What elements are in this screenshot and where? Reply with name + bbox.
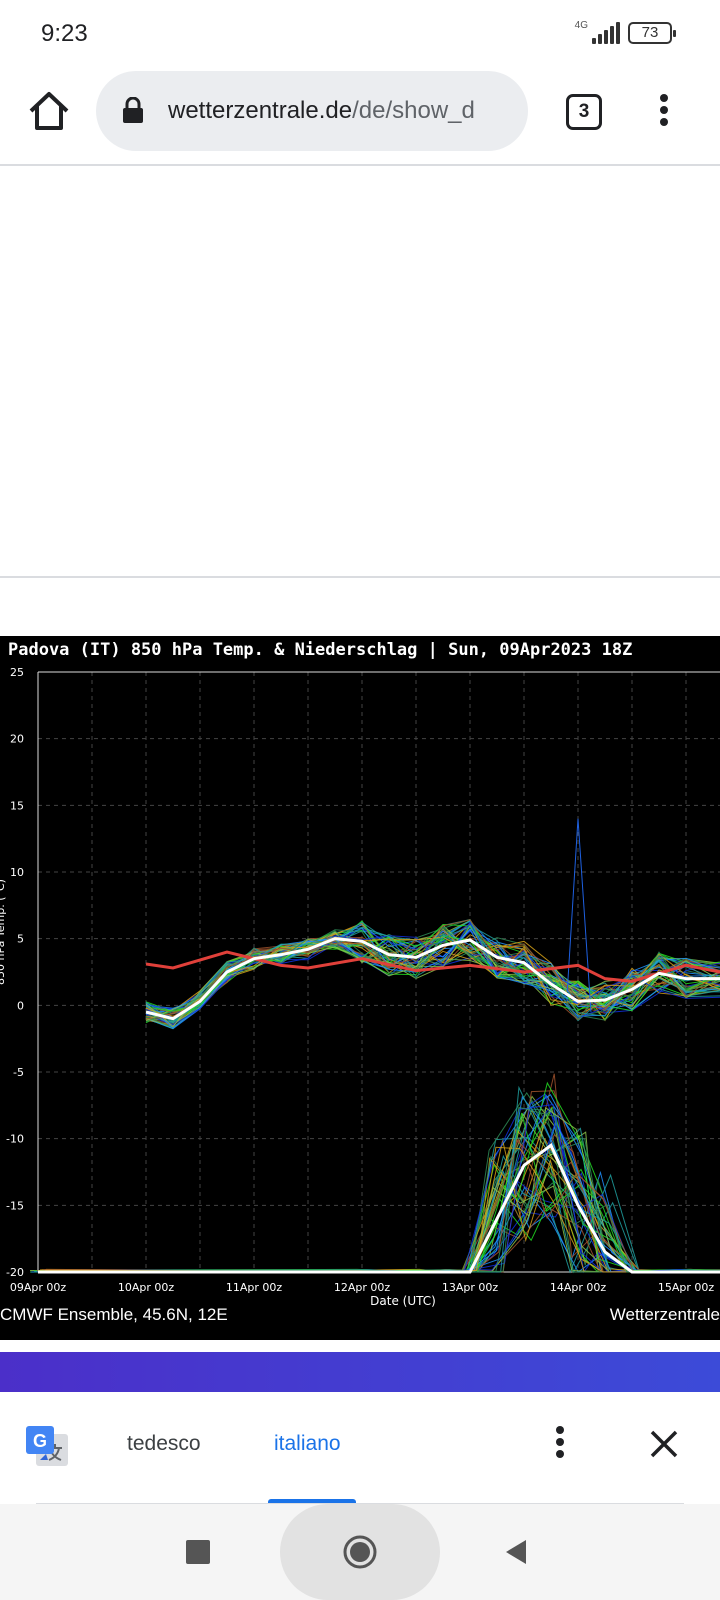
nav-home-icon[interactable] [342,1534,378,1570]
url-path: /de/show_d [352,97,475,124]
divider [36,1503,684,1504]
y-tick-label: 20 [10,733,24,746]
ensemble-member-line [145,928,720,1029]
back-icon[interactable] [500,1536,532,1568]
ensemble-member-line [145,919,720,1020]
ensemble-precip-line [37,1155,720,1273]
tab-target-language[interactable]: italiano [274,1432,341,1455]
ensemble-outlier-line [566,818,592,1013]
x-tick-label: 11Apr 00z [226,1281,283,1294]
tab-count: 3 [578,101,590,122]
battery-level: 73 [641,24,659,41]
translate-menu-icon[interactable] [546,1422,574,1462]
ensemble-precip-line [44,1139,720,1273]
status-bar: 9:23 4G 73 [0,0,720,70]
google-translate-icon[interactable]: G [24,1424,72,1472]
forecast-chart[interactable]: 25 20 15 10 5 0 -5 -10 -15 -20 09Apr 00z 10Apr 00z 1… [0,636,720,1340]
y-tick-label: -15 [6,1199,24,1212]
ensemble-precip-line [40,1090,720,1273]
network-label: 4G [574,19,588,31]
y-tick-label: 0 [17,999,24,1012]
translate-bar: G tedesco italiano [0,1392,720,1504]
status-time: 9:23 [41,20,88,47]
signal-icon [590,22,620,44]
tab-source-language[interactable]: tedesco [127,1432,201,1455]
ensemble-mean-line [145,937,720,1021]
url-domain: wetterzentrale.de [168,97,353,124]
x-tick-label: 15Apr 00z [658,1281,715,1294]
battery-icon: 73 [628,22,676,44]
ensemble-precip-line [33,1112,720,1273]
ensemble-precip-line [35,1081,720,1273]
page-blank-area [0,166,720,578]
recent-apps-icon[interactable] [186,1540,210,1564]
y-tick-label: 25 [10,666,24,679]
svg-text:G: G [33,1431,47,1451]
tab-switcher-button[interactable]: 3 [566,94,602,130]
ensemble-member-line [145,920,720,1012]
home-icon[interactable] [26,88,72,134]
page-gap [0,580,720,636]
y-tick-label: -10 [6,1133,24,1146]
url-bar[interactable]: wetterzentrale.de/de/show_d [96,71,528,151]
y-tick-label: 5 [17,933,24,946]
climate-mean-line [145,950,720,983]
browser-menu-icon[interactable] [650,90,680,130]
x-tick-label: 10Apr 00z [118,1281,175,1294]
x-tick-label: 13Apr 00z [442,1281,499,1294]
x-axis-label: Date (UTC) [370,1294,436,1308]
status-icons: 4G 73 [574,19,676,44]
ensemble-member-line [145,936,720,1020]
system-nav-bar [0,1504,720,1600]
x-tick-label: 14Apr 00z [550,1281,607,1294]
y-tick-label: -20 [6,1266,24,1279]
chart-footer-left: CMWF Ensemble, 45.6N, 12E [0,1305,228,1324]
x-tick-label: 09Apr 00z [10,1281,67,1294]
chart-plot: 25 20 15 10 5 0 -5 -10 -15 -20 09Apr 00z 10Apr 00z 1… [0,666,720,1308]
chart-title: Padova (IT) 850 hPa Temp. & Niederschlag… [8,640,633,660]
chart-footer-right: Wetterzentrale [609,1305,720,1324]
selected-tab-indicator [268,1499,356,1504]
y-tick-label: 15 [10,799,24,812]
x-tick-label: 12Apr 00z [334,1281,391,1294]
url-text[interactable]: wetterzentrale.de/de/show_d [168,97,513,125]
y-axis-label: 850 hPa Temp. (°C) [0,879,7,985]
page-banner-strip [0,1352,720,1392]
y-tick-label: 10 [10,866,24,879]
close-icon[interactable] [646,1426,682,1462]
lock-icon [123,97,143,123]
y-tick-label: -5 [13,1066,24,1079]
browser-toolbar: wetterzentrale.de/de/show_d 3 [0,70,720,166]
ensemble-mean-line [38,1143,720,1274]
